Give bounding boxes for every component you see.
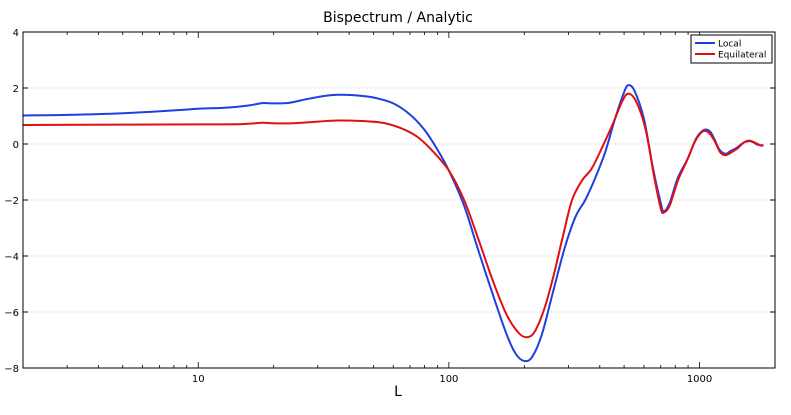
legend-box (690, 34, 773, 64)
x-tick-label: 10 (192, 374, 205, 385)
legend-label-local: Local (718, 40, 741, 50)
legend-label-equilateral: Equilateral (718, 51, 766, 61)
y-tick-label: −8 (4, 364, 19, 375)
y-tick-label: −4 (4, 252, 19, 263)
y-tick-label: 0 (13, 140, 19, 151)
x-axis-label: L (394, 384, 402, 400)
series-line-equilateral (22, 92, 764, 339)
series-lines (22, 84, 764, 363)
y-tick-label: −2 (4, 196, 19, 207)
y-tick-label: 4 (13, 28, 19, 39)
axis-ticks: 4 2 0 −2 −4 −6 −8 10 100 1000 (4, 28, 776, 385)
series-line-local (22, 84, 764, 363)
gridlines (23, 87, 775, 313)
y-tick-label: 2 (13, 84, 19, 95)
y-tick-label: −6 (4, 308, 19, 319)
chart-title: Bispectrum / Analytic (323, 10, 473, 26)
x-tick-label: 1000 (687, 374, 712, 385)
x-tick-label: 100 (439, 374, 458, 385)
